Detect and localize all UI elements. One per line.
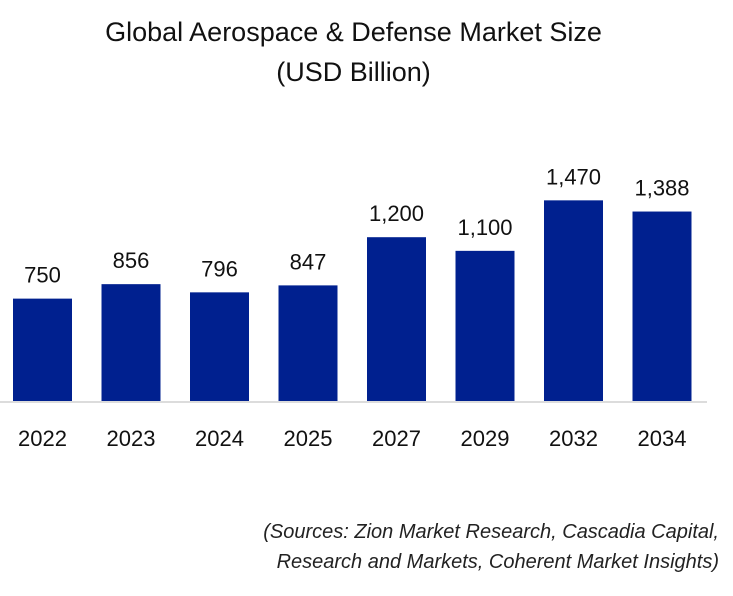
data-label-2022: 750 — [24, 263, 61, 288]
bar-2022 — [13, 298, 72, 401]
source-note-line-2: Research and Markets, Coherent Market In… — [276, 551, 719, 573]
data-label-2032: 1,470 — [546, 164, 601, 189]
data-label-2029: 1,100 — [457, 215, 512, 240]
chart-title: Global Aerospace & Defense Market Size — [105, 17, 602, 47]
chart-subtitle: (USD Billion) — [276, 57, 431, 87]
data-label-2025: 847 — [290, 249, 327, 274]
data-label-2034: 1,388 — [634, 176, 689, 201]
bar-2023 — [101, 284, 161, 401]
data-label-2024: 796 — [201, 256, 238, 281]
x-tick-label-2023: 2023 — [107, 426, 156, 451]
bar-2025 — [278, 285, 338, 401]
bar-2027 — [367, 237, 426, 401]
data-label-2027: 1,200 — [369, 201, 424, 226]
x-tick-label-2034: 2034 — [638, 426, 687, 451]
data-label-2023: 856 — [113, 248, 150, 273]
bar-2034 — [632, 211, 692, 401]
x-tick-label-2029: 2029 — [461, 426, 510, 451]
x-tick-label-2025: 2025 — [284, 426, 333, 451]
source-note-line-1: (Sources: Zion Market Research, Cascadia… — [263, 521, 719, 543]
bar-2024 — [190, 292, 249, 401]
bar-2032 — [544, 200, 603, 401]
x-tick-label-2027: 2027 — [372, 426, 421, 451]
bar-2029 — [455, 250, 515, 401]
x-tick-label-2022: 2022 — [18, 426, 67, 451]
x-tick-label-2032: 2032 — [549, 426, 598, 451]
x-tick-label-2024: 2024 — [195, 426, 244, 451]
bar-chart: 750 2022 856 2023 796 2024 847 2025 1,200 2027 1,1… — [0, 164, 707, 451]
